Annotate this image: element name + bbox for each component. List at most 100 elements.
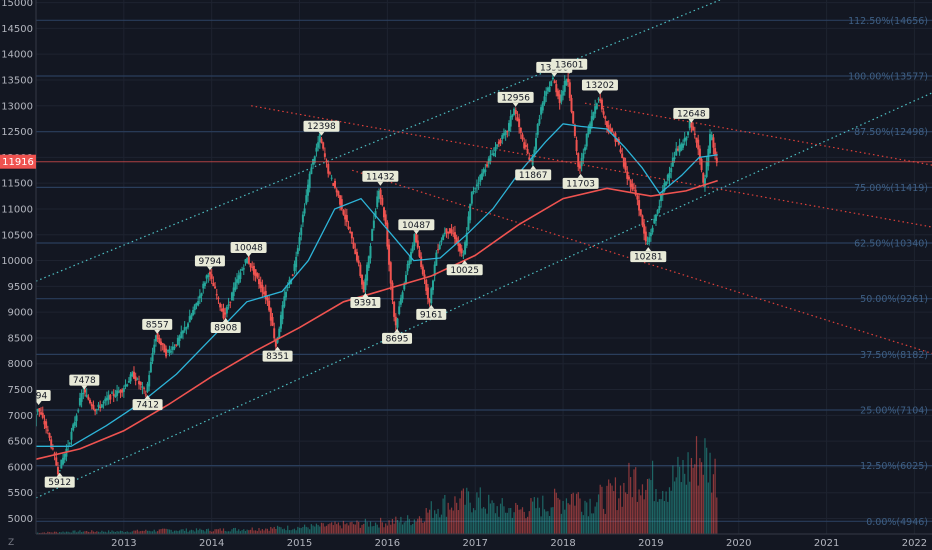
chart-logo: Z xyxy=(8,538,14,548)
volume-bar xyxy=(238,529,240,534)
candle-body xyxy=(676,148,679,151)
pivot-label-pointer xyxy=(566,69,573,74)
volume-bar xyxy=(592,513,595,534)
pivot-label-pointer xyxy=(413,230,420,235)
volume-bar xyxy=(261,529,263,534)
volume-bar xyxy=(496,506,498,534)
volume-bar xyxy=(364,518,367,534)
volume-bar xyxy=(185,528,187,534)
candle-body xyxy=(524,144,527,147)
y-tick-label: 6000 xyxy=(8,462,33,473)
volume-bar xyxy=(173,530,176,534)
candle-body xyxy=(355,251,358,261)
volume-bar xyxy=(646,479,649,534)
candle-body xyxy=(344,214,347,220)
volume-bar xyxy=(432,517,434,534)
downtrend-recent-line xyxy=(584,102,932,166)
volume-bar xyxy=(334,521,336,534)
candle-body xyxy=(175,344,178,346)
volume-bar xyxy=(565,498,568,534)
pivot-label-box xyxy=(515,169,552,181)
candle-body xyxy=(553,80,556,84)
candle-body xyxy=(347,226,350,229)
candle-body xyxy=(497,141,500,145)
candle-body xyxy=(315,147,318,152)
y-tick-label: 10000 xyxy=(1,256,33,267)
candle-body xyxy=(693,133,696,136)
candle-body xyxy=(531,155,534,165)
volume-bar xyxy=(449,509,451,534)
volume-bar xyxy=(606,485,608,534)
candle-body xyxy=(78,397,81,406)
pivot-label-box xyxy=(44,476,75,488)
candle-body xyxy=(406,264,409,272)
y-tick-label: 11000 xyxy=(1,204,33,215)
candle-body xyxy=(548,86,551,92)
volume-bar xyxy=(437,508,439,534)
sma-fast-line xyxy=(36,123,718,447)
volume-bar xyxy=(520,509,522,534)
volume-bar xyxy=(461,490,463,534)
candle-body xyxy=(595,103,598,109)
candle-body xyxy=(85,394,88,397)
x-tick-label: 2022 xyxy=(902,538,927,549)
candle-body xyxy=(573,124,576,136)
volume-bar xyxy=(347,525,350,534)
pivot-label-box xyxy=(446,264,483,276)
candle-body xyxy=(366,264,369,281)
candle-body xyxy=(455,237,458,244)
candle-body xyxy=(590,116,593,127)
volume-bar xyxy=(175,530,177,534)
volume-bar xyxy=(383,527,385,534)
trend-lines xyxy=(35,0,932,499)
volume-bar xyxy=(570,493,573,534)
volume-bar xyxy=(559,499,561,534)
volume-bar xyxy=(101,530,103,534)
candle-body xyxy=(80,393,83,402)
volume-bar xyxy=(494,513,497,534)
volume-bar xyxy=(548,516,551,534)
candle-body xyxy=(332,183,335,186)
volume-bar xyxy=(189,530,191,534)
candle-body xyxy=(528,157,531,160)
candle-body xyxy=(181,330,184,334)
volume-bar xyxy=(322,523,324,534)
candle-body xyxy=(192,310,195,315)
candle-body xyxy=(453,232,456,239)
candle-body xyxy=(154,335,157,342)
candle-body xyxy=(602,111,605,115)
candle-body xyxy=(681,143,684,148)
volume-bar xyxy=(408,519,410,534)
volume-bar xyxy=(613,491,615,534)
volume-bar xyxy=(489,503,492,534)
volume-bar xyxy=(197,530,199,534)
candle-body xyxy=(278,328,281,339)
candle-body xyxy=(649,232,652,237)
volume-bar xyxy=(325,525,328,534)
volume-bar xyxy=(658,499,660,534)
candle-body xyxy=(50,439,53,448)
candle-body xyxy=(688,121,691,129)
volume-bar xyxy=(530,498,532,534)
volume-bar xyxy=(368,526,370,534)
candle-body xyxy=(217,297,220,299)
candle-body xyxy=(48,433,51,438)
candle-body xyxy=(396,318,399,328)
volume-bar xyxy=(244,530,247,534)
candle-body xyxy=(374,211,377,217)
volume-bar xyxy=(550,507,552,534)
x-tick-label: 2014 xyxy=(199,538,224,549)
volume-bar xyxy=(178,530,181,534)
volume-bar xyxy=(121,531,123,534)
candle-body xyxy=(404,274,407,283)
volume-bar xyxy=(295,530,297,534)
candle-body xyxy=(187,323,190,328)
candle-body xyxy=(558,94,561,104)
candle-body xyxy=(710,134,713,141)
volume-bar xyxy=(572,492,574,534)
candle-body xyxy=(263,292,266,295)
volume-bar xyxy=(712,474,715,534)
candle-body xyxy=(469,203,472,221)
candle-body xyxy=(237,275,240,284)
